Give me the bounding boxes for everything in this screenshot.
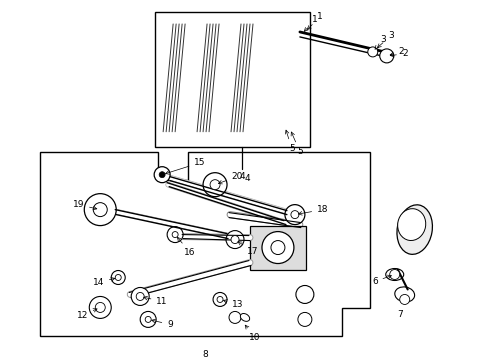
- Text: 8: 8: [202, 350, 207, 359]
- Circle shape: [140, 311, 156, 327]
- Circle shape: [217, 297, 223, 302]
- Text: 1: 1: [307, 13, 322, 30]
- Bar: [155, 12, 309, 147]
- Ellipse shape: [385, 269, 403, 280]
- Circle shape: [131, 288, 149, 305]
- Circle shape: [379, 49, 393, 63]
- Text: 10: 10: [244, 325, 260, 342]
- Circle shape: [159, 172, 165, 178]
- Text: 4: 4: [244, 174, 249, 183]
- Circle shape: [225, 231, 244, 248]
- Circle shape: [145, 316, 151, 323]
- Circle shape: [399, 294, 409, 305]
- Circle shape: [89, 297, 111, 319]
- Circle shape: [297, 312, 311, 327]
- Ellipse shape: [394, 287, 414, 302]
- Circle shape: [270, 240, 285, 255]
- Circle shape: [111, 270, 125, 284]
- Ellipse shape: [240, 314, 249, 321]
- Circle shape: [84, 194, 116, 226]
- Text: 13: 13: [223, 300, 243, 309]
- Text: 16: 16: [177, 237, 196, 257]
- Text: 20: 20: [218, 172, 242, 184]
- Text: 15: 15: [165, 158, 205, 174]
- Circle shape: [389, 270, 399, 279]
- Circle shape: [167, 226, 183, 243]
- Circle shape: [262, 231, 293, 264]
- Circle shape: [115, 275, 121, 280]
- Ellipse shape: [397, 209, 425, 240]
- Text: 19: 19: [72, 200, 97, 210]
- Bar: [249, 226, 305, 270]
- Circle shape: [228, 311, 241, 323]
- Text: 11: 11: [143, 296, 167, 306]
- Text: 12: 12: [77, 309, 97, 320]
- Circle shape: [285, 204, 304, 225]
- Ellipse shape: [396, 205, 431, 255]
- Text: 17: 17: [238, 242, 258, 256]
- Circle shape: [213, 292, 226, 306]
- Text: 4: 4: [239, 172, 244, 181]
- Text: 3: 3: [377, 31, 393, 48]
- Circle shape: [172, 231, 178, 238]
- Circle shape: [295, 285, 313, 303]
- Text: 9: 9: [151, 319, 173, 329]
- Text: 3: 3: [374, 35, 385, 49]
- Circle shape: [210, 180, 220, 190]
- Circle shape: [290, 211, 298, 219]
- Circle shape: [136, 292, 144, 301]
- Circle shape: [93, 203, 107, 217]
- Circle shape: [203, 173, 226, 197]
- Circle shape: [95, 302, 105, 312]
- Text: 6: 6: [371, 275, 390, 286]
- Polygon shape: [41, 152, 369, 336]
- Circle shape: [154, 167, 170, 183]
- Circle shape: [367, 47, 377, 57]
- Text: 18: 18: [298, 205, 328, 215]
- Text: 14: 14: [92, 278, 115, 287]
- Text: 7: 7: [396, 310, 402, 319]
- Text: 5: 5: [285, 130, 294, 153]
- Circle shape: [230, 235, 239, 244]
- Text: 5: 5: [290, 132, 302, 156]
- Text: 2: 2: [389, 49, 407, 58]
- Text: 2: 2: [389, 48, 403, 57]
- Text: 1: 1: [304, 15, 317, 31]
